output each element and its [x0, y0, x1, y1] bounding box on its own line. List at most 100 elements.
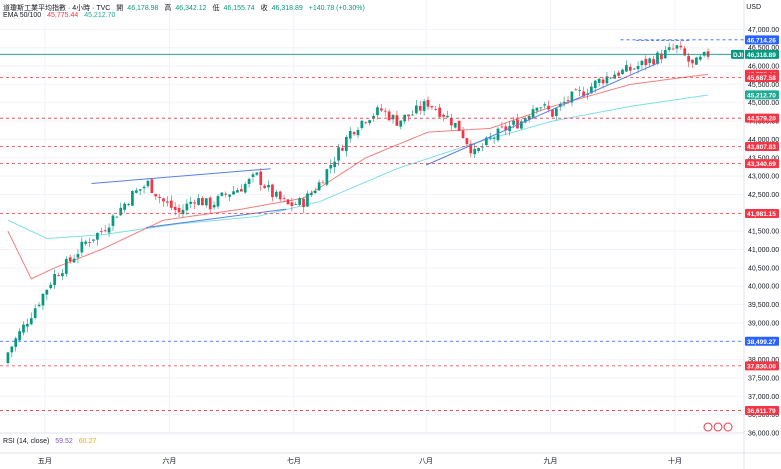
- y-tick-label: 37,000.00: [748, 394, 779, 401]
- candle-body: [512, 120, 515, 125]
- candle-body: [220, 192, 224, 196]
- candle-body: [418, 106, 422, 111]
- candle-body: [278, 191, 282, 200]
- candle-body: [134, 190, 138, 193]
- candle-body: [383, 110, 387, 112]
- candle-body: [329, 164, 333, 169]
- candle-body: [216, 196, 220, 207]
- y-tick-label: 46,000.00: [748, 64, 779, 71]
- candle-body: [197, 198, 200, 205]
- high-label: 高: [164, 5, 172, 12]
- candle-body: [111, 215, 115, 226]
- symbol-title[interactable]: 道瓊斯工業平均指數 · 4小時 · TVC: [3, 5, 111, 12]
- price-tag: [745, 49, 779, 59]
- candle-body: [562, 101, 566, 103]
- candle-body: [204, 198, 208, 206]
- candle-body: [317, 182, 321, 191]
- ema-label[interactable]: EMA 50/100: [3, 12, 42, 19]
- x-tick-label: 七月: [287, 456, 301, 465]
- price-tag: [745, 209, 779, 219]
- candle-body: [601, 79, 605, 84]
- ema100-value: 45,212.70: [84, 12, 116, 19]
- candle-body: [414, 105, 418, 114]
- y-tick-label: 43,500.00: [748, 155, 779, 162]
- candle-body: [411, 114, 414, 116]
- candle-body: [648, 58, 652, 64]
- y-tick-label: 40,500.00: [748, 265, 779, 272]
- candle-body: [609, 77, 613, 79]
- candle-body: [115, 216, 119, 218]
- price-tag: [745, 141, 779, 151]
- trendlines[interactable]: [91, 39, 691, 228]
- candle-body: [49, 284, 53, 289]
- candle-body: [298, 198, 302, 205]
- price-axis[interactable]: 36,000.00 36,500.00 37,000.00 37,500.00 38,0…: [748, 27, 779, 438]
- candle-body: [679, 45, 683, 48]
- candle-body: [640, 60, 644, 66]
- candle-body: [364, 122, 368, 124]
- candle-body: [45, 289, 49, 295]
- candle-body: [469, 143, 473, 154]
- candle-body: [593, 80, 597, 89]
- price-level-lines[interactable]: [0, 39, 744, 411]
- price-tags: 46,714.2646,318.8945,775.4445,687.5845,2…: [731, 35, 779, 416]
- event-icons[interactable]: [703, 422, 733, 432]
- y-tick-label: 38,000.00: [748, 357, 779, 364]
- candle-body: [72, 258, 76, 263]
- candle-body: [255, 172, 259, 175]
- low-value: 46,155.74: [223, 5, 255, 12]
- candle-body: [150, 179, 154, 194]
- event-flag-icon[interactable]: [723, 422, 733, 432]
- price-tag: [745, 73, 779, 83]
- candle-body: [18, 331, 21, 341]
- candle-body: [457, 120, 461, 131]
- candle-body: [68, 257, 72, 262]
- candle-body: [325, 169, 329, 185]
- time-axis[interactable]: 五月 六月 七月 八月 九月 十月: [38, 456, 682, 465]
- candle-body: [243, 183, 247, 193]
- candle-body: [496, 128, 500, 141]
- event-flag-icon[interactable]: [703, 422, 713, 432]
- candle-body: [617, 72, 620, 76]
- candle-body: [695, 57, 698, 65]
- candle-body: [656, 52, 659, 64]
- candle-body: [671, 48, 675, 50]
- candle-body: [53, 273, 56, 286]
- candle-body: [531, 109, 535, 118]
- candle-body: [302, 198, 305, 208]
- ema-lines: [7, 73, 709, 280]
- candle-body: [352, 132, 356, 135]
- candle-body: [566, 100, 570, 101]
- candle-body: [274, 191, 278, 197]
- y-tick-label: 40,000.00: [748, 284, 779, 291]
- candle-body: [154, 193, 158, 197]
- y-tick-label: 44,000.00: [748, 137, 779, 144]
- candle-body: [344, 136, 348, 152]
- candle-body: [224, 193, 228, 195]
- candle-body: [356, 129, 360, 136]
- candle-body: [228, 194, 232, 197]
- event-flag-icon[interactable]: [713, 422, 723, 432]
- candle-body: [683, 48, 687, 56]
- candle-body: [181, 209, 185, 215]
- candle-body: [597, 78, 601, 83]
- candle-body: [376, 107, 379, 116]
- candle-body: [519, 121, 523, 129]
- candle-body: [558, 103, 562, 107]
- price-tag-label: 43,340.69: [747, 161, 776, 168]
- candle-body: [286, 199, 290, 205]
- candle-body: [446, 115, 449, 118]
- candle-body: [535, 107, 539, 111]
- candle-body: [61, 273, 64, 277]
- candle-body: [131, 191, 134, 206]
- candle-body: [247, 178, 251, 184]
- candle-body: [64, 258, 68, 274]
- candle-body: [687, 55, 690, 62]
- rsi-label[interactable]: RSI (14, close): [3, 438, 50, 445]
- y-tick-label: 41,500.00: [748, 229, 779, 236]
- candle-body: [660, 53, 663, 60]
- candle-body: [321, 182, 325, 184]
- candle-body: [570, 91, 574, 103]
- candle-body: [57, 275, 60, 277]
